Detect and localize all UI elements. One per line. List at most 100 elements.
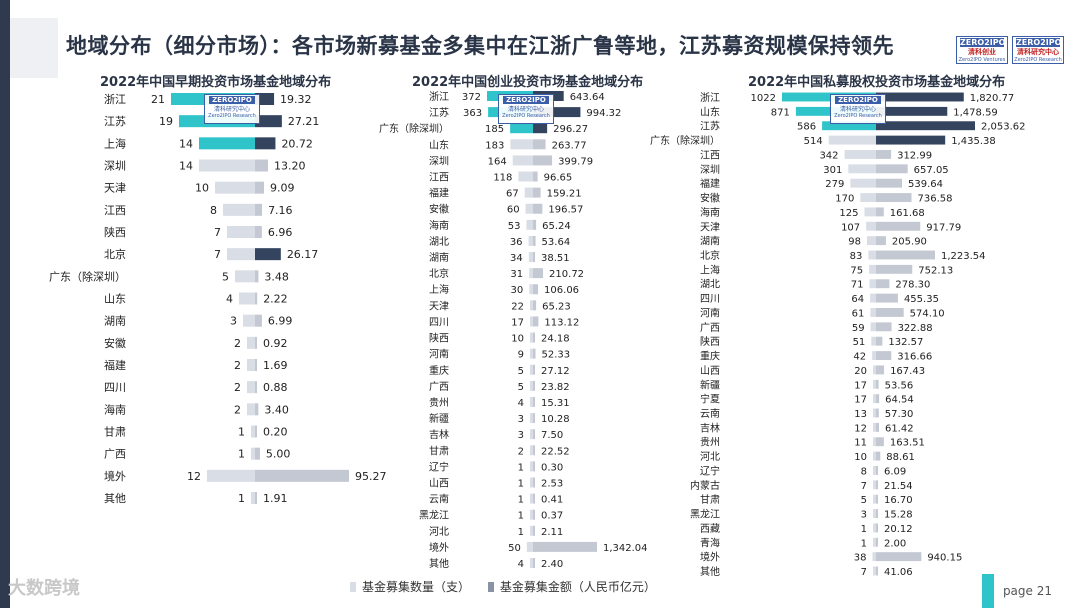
category-label: 广东（除深圳） [379, 122, 449, 135]
count-value-label: 2 [234, 381, 241, 394]
count-bar [247, 403, 255, 416]
count-bar [530, 364, 533, 375]
legend-amount-swatch [487, 582, 494, 592]
amount-bar [533, 364, 535, 375]
count-value-label: 7 [861, 481, 867, 492]
amount-value-label: 312.99 [897, 150, 932, 161]
category-label: 浙江 [429, 91, 449, 103]
amount-bar [255, 314, 262, 327]
amount-bar [533, 203, 543, 214]
count-value-label: 125 [839, 208, 858, 219]
category-label: 贵州 [700, 436, 720, 449]
count-value-label: 514 [804, 136, 823, 147]
amount-bar [255, 270, 259, 283]
amount-value-label: 113.12 [544, 317, 579, 328]
count-value-label: 34 [510, 253, 523, 264]
legend: 基金募集数量（支） 基金募集金额（人民币亿元） [350, 578, 656, 595]
title-background [10, 18, 58, 78]
amount-value-label: 455.35 [904, 294, 939, 305]
category-label: 重庆 [700, 350, 720, 363]
count-value-label: 13 [854, 409, 867, 420]
amount-value-label: 52.33 [541, 350, 570, 361]
amount-bar [876, 293, 898, 303]
category-label: 河北 [700, 451, 720, 463]
amount-value-label: 159.21 [547, 189, 582, 200]
category-label: 上海 [700, 263, 720, 276]
category-label: 深圳 [429, 155, 449, 167]
category-label: 宁夏 [700, 393, 720, 406]
amount-value-label: 88.61 [886, 452, 915, 463]
count-value-label: 11 [854, 438, 867, 449]
count-value-label: 31 [510, 269, 523, 280]
amount-value-label: 263.77 [552, 140, 587, 151]
count-bar [848, 164, 876, 174]
amount-bar [255, 181, 264, 194]
amount-value-label: 5.00 [266, 448, 291, 461]
category-label: 陕西 [104, 225, 126, 239]
count-value-label: 1 [861, 538, 867, 549]
category-label: 浙江 [104, 93, 126, 106]
amount-bar [533, 509, 535, 520]
amount-bar [255, 469, 349, 482]
count-value-label: 71 [851, 280, 864, 291]
count-value-label: 279 [825, 179, 844, 190]
count-bar [873, 480, 876, 490]
amount-value-label: 21.54 [884, 481, 913, 492]
count-value-label: 7 [861, 567, 867, 578]
count-bar [526, 219, 533, 230]
amount-bar [533, 348, 536, 359]
count-value-label: 3 [518, 414, 524, 425]
count-bar [873, 566, 876, 576]
amount-value-label: 95.27 [355, 470, 387, 483]
amount-value-label: 41.06 [884, 567, 913, 578]
amount-value-label: 643.64 [570, 92, 605, 103]
count-bar [524, 187, 533, 198]
amount-bar [876, 221, 921, 231]
amount-bar [876, 466, 878, 475]
count-value-label: 342 [819, 150, 838, 161]
amount-bar [876, 92, 964, 102]
count-bar [530, 396, 533, 407]
count-bar [526, 541, 533, 552]
category-label: 北京 [700, 249, 720, 262]
count-bar [873, 365, 876, 375]
count-value-label: 7 [214, 226, 221, 239]
category-label: 新疆 [429, 412, 449, 425]
category-label: 其他 [104, 492, 126, 505]
amount-bar [876, 193, 912, 202]
count-bar [822, 121, 876, 131]
count-value-label: 363 [463, 108, 482, 119]
count-value-label: 1 [518, 462, 524, 473]
count-bar [873, 466, 876, 475]
amount-bar [876, 351, 892, 360]
amount-value-label: 1,478.59 [953, 107, 998, 118]
category-label: 吉林 [429, 428, 449, 441]
amount-bar [876, 322, 892, 332]
amount-bar [876, 264, 913, 274]
category-label: 广东（除深圳） [49, 269, 126, 283]
count-bar [227, 226, 255, 238]
amount-bar [533, 525, 535, 536]
amount-bar [533, 396, 535, 407]
amount-bar [533, 493, 535, 504]
amount-value-label: 65.23 [542, 301, 571, 312]
count-bar [828, 135, 876, 145]
count-value-label: 3 [230, 315, 237, 328]
count-bar [873, 494, 876, 504]
category-label: 四川 [700, 294, 720, 305]
count-value-label: 1 [518, 478, 524, 489]
left-accent-bar [0, 0, 10, 608]
count-bar [530, 380, 533, 391]
count-value-label: 118 [493, 173, 512, 184]
count-bar [528, 252, 533, 263]
category-label: 浙江 [700, 92, 720, 104]
amount-bar [533, 155, 553, 166]
category-label: 四川 [104, 381, 126, 394]
category-label: 江西 [104, 204, 126, 217]
count-value-label: 50 [508, 543, 521, 554]
category-label: 山西 [700, 365, 720, 377]
amount-value-label: 161.68 [890, 208, 925, 219]
amount-bar [255, 292, 258, 305]
count-bar [872, 351, 876, 360]
amount-bar [876, 552, 922, 562]
